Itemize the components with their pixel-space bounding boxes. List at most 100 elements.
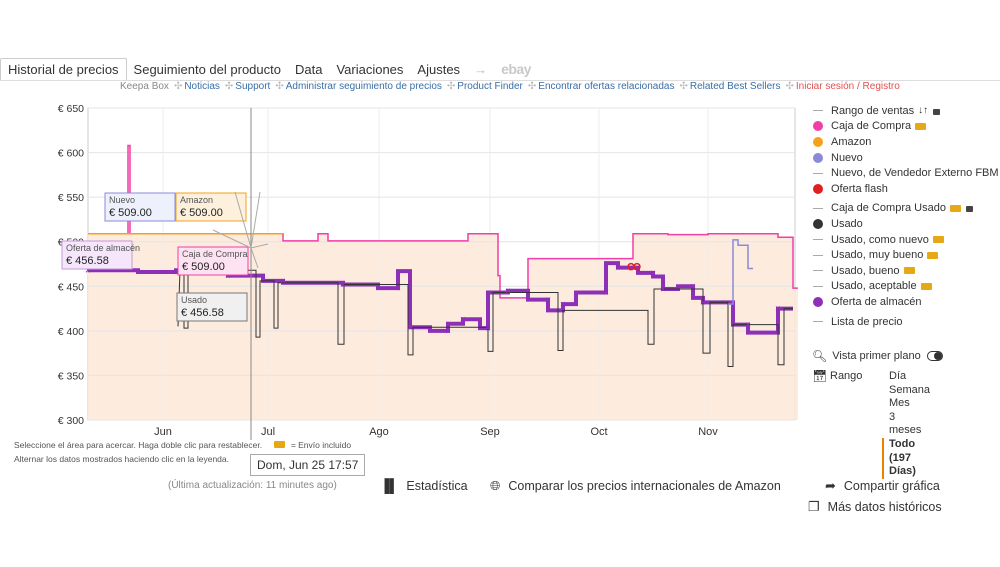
legend-swatch bbox=[813, 136, 823, 147]
range-option[interactable]: Mes bbox=[889, 397, 910, 410]
legend-item[interactable]: Oferta flash bbox=[812, 181, 999, 197]
legend-label: Caja de Compra Usado bbox=[831, 202, 946, 215]
tab-historial-precios[interactable]: Historial de precios bbox=[0, 58, 127, 81]
legend-label: Usado, muy bueno bbox=[831, 249, 924, 262]
range-option[interactable]: 3 meses bbox=[889, 410, 922, 437]
truck-icon bbox=[274, 441, 286, 448]
legend-item[interactable]: Nuevo bbox=[812, 150, 999, 166]
range-option[interactable]: Semana bbox=[889, 383, 930, 396]
search-icon: 🔍︎ bbox=[812, 349, 828, 363]
lock-icon bbox=[933, 108, 941, 115]
legend-label: Amazon bbox=[831, 135, 872, 148]
sort-icon[interactable]: ↓↑ bbox=[918, 105, 929, 117]
legend-swatch bbox=[813, 239, 823, 241]
legend-label: Rango de ventas bbox=[831, 104, 915, 117]
series-line[interactable] bbox=[177, 269, 793, 368]
data-point bbox=[173, 269, 179, 275]
series-line[interactable] bbox=[88, 144, 798, 299]
tab-arrow-icon: → bbox=[474, 62, 488, 77]
tooltip-box bbox=[176, 292, 248, 322]
tab-seguimiento-producto[interactable]: Seguimiento del producto bbox=[133, 62, 281, 77]
price-history-chart[interactable]: € 650€ 600€ 550€ 500€ 450€ 400€ 350€ 300… bbox=[0, 95, 810, 440]
share-arrow-icon: ➦ bbox=[825, 478, 836, 493]
legend-item[interactable]: Nuevo, de Vendedor Externo FBM bbox=[812, 165, 999, 181]
link-7[interactable]: Iniciar sesión / Registro bbox=[795, 81, 900, 92]
y-tick-label: € 600 bbox=[58, 148, 84, 160]
separator-icon: ✣ bbox=[785, 81, 794, 92]
stats-button[interactable]: ▐▌ Estadística bbox=[380, 478, 468, 493]
link-6[interactable]: Related Best Sellers bbox=[689, 81, 781, 92]
tooltip-connector bbox=[234, 191, 252, 249]
link-3[interactable]: Administrar seguimiento de precios bbox=[285, 81, 442, 92]
data-point bbox=[445, 328, 451, 334]
legend-item[interactable]: Usado, bueno bbox=[812, 263, 999, 279]
link-1[interactable]: Noticias bbox=[184, 81, 220, 92]
data-point bbox=[775, 306, 781, 311]
data-point bbox=[650, 270, 656, 276]
data-point bbox=[395, 285, 401, 291]
x-tick-label: Ago bbox=[369, 426, 389, 438]
tooltip-box bbox=[61, 240, 133, 270]
legend-swatch bbox=[813, 254, 823, 256]
tab-data[interactable]: Data bbox=[294, 62, 323, 77]
tooltip-connector bbox=[212, 229, 252, 249]
legend-item[interactable]: Usado, aceptable bbox=[812, 279, 999, 295]
tooltip-box bbox=[177, 246, 249, 276]
legend-item[interactable]: Usado, como nuevo bbox=[812, 232, 999, 248]
tooltip-value: € 456.58 bbox=[181, 307, 224, 319]
series-line[interactable] bbox=[728, 239, 753, 305]
closeup-label: Vista primer plano bbox=[832, 350, 921, 362]
link-0[interactable]: Keepa Box bbox=[120, 81, 169, 92]
range-option[interactable]: Todo (197 Días) bbox=[882, 437, 930, 479]
tab-ebay[interactable]: ebay bbox=[501, 61, 531, 77]
range-label: Rango bbox=[830, 370, 863, 382]
legend-label: Caja de Compra bbox=[831, 120, 912, 133]
data-point bbox=[615, 265, 621, 270]
legend-item[interactable]: Amazon bbox=[812, 134, 999, 150]
data-point bbox=[700, 299, 706, 305]
legend-item[interactable]: Oferta de almacén bbox=[812, 294, 999, 310]
legend-item[interactable]: Usado, muy bueno bbox=[812, 247, 999, 263]
legend-item[interactable]: Rango de ventas ↓↑ bbox=[812, 103, 999, 119]
link-bar: Keepa Box ✣ Noticias ✣ Support ✣ Administrar s… bbox=[120, 81, 902, 92]
legend-item[interactable]: Usado bbox=[812, 216, 999, 232]
tab-ajustes[interactable]: Ajustes bbox=[417, 62, 461, 77]
truck-icon bbox=[920, 282, 932, 290]
tooltip-value: € 456.58 bbox=[66, 255, 109, 267]
data-point bbox=[460, 316, 466, 322]
x-tick-label: Jun bbox=[154, 426, 172, 438]
tooltip-series: Caja de Compra bbox=[182, 249, 248, 259]
closeup-toggle[interactable] bbox=[926, 351, 943, 361]
x-tick-label: Oct bbox=[590, 426, 607, 438]
legend-swatch bbox=[813, 110, 823, 112]
compare-prices-button[interactable]: 🌐︎ Comparar los precios internacionales … bbox=[490, 478, 781, 493]
closeup-toggle-row[interactable]: 🔍︎ Vista primer plano bbox=[812, 349, 943, 363]
legend-item[interactable]: Caja de Compra Usado bbox=[812, 201, 999, 217]
link-2[interactable]: Support bbox=[235, 81, 271, 92]
legend-item[interactable]: Caja de Compra bbox=[812, 119, 999, 135]
tab-variaciones[interactable]: Variaciones bbox=[336, 62, 404, 77]
y-tick-label: € 650 bbox=[58, 103, 84, 115]
tooltip-value: € 509.00 bbox=[180, 207, 223, 219]
more-history-button[interactable]: ❐ Más datos históricos bbox=[808, 499, 942, 514]
y-tick-label: € 300 bbox=[58, 415, 84, 427]
legend-swatch bbox=[813, 121, 823, 132]
x-tick-label: Jul bbox=[261, 426, 275, 438]
range-option[interactable]: Día bbox=[889, 370, 907, 382]
legend-swatch bbox=[813, 207, 823, 209]
tooltip-series: Usado bbox=[181, 295, 207, 305]
data-point bbox=[603, 290, 609, 295]
y-tick-label: € 550 bbox=[58, 192, 84, 204]
separator-icon: ✣ bbox=[527, 81, 537, 92]
buybox-area bbox=[88, 145, 798, 420]
data-point bbox=[485, 325, 491, 331]
tooltip-value: € 509.00 bbox=[182, 261, 225, 273]
y-tick-label: € 400 bbox=[58, 326, 84, 338]
legend-label: Lista de precio bbox=[831, 315, 903, 328]
link-5[interactable]: Encontrar ofertas relacionadas bbox=[538, 81, 675, 92]
share-chart-button[interactable]: ➦ Compartir gráfica bbox=[825, 478, 940, 493]
lock-icon bbox=[965, 206, 973, 213]
data-point bbox=[745, 322, 751, 327]
legend-item[interactable]: Lista de precio bbox=[812, 314, 999, 330]
link-4[interactable]: Product Finder bbox=[457, 81, 523, 92]
